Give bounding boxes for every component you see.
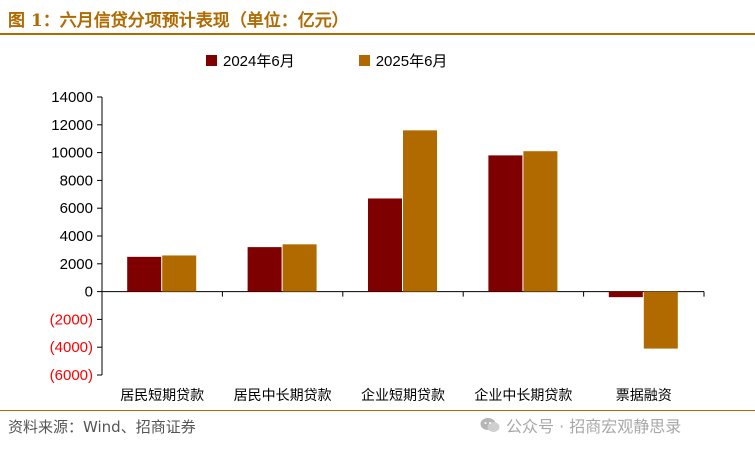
- y-tick-label: (4000): [50, 339, 93, 356]
- watermark: 公众号 · 招商宏观静思录: [480, 413, 681, 437]
- legend: 2024年6月 2025年6月: [206, 50, 447, 71]
- bar-2025: [162, 255, 197, 292]
- y-tick-label: 14000: [51, 89, 93, 106]
- category-label: 居民中长期贷款: [234, 388, 332, 404]
- legend-swatch-2024: [206, 55, 217, 66]
- y-tick-label: 8000: [60, 172, 93, 189]
- y-tick-label: (2000): [50, 311, 93, 328]
- bar-2024: [608, 291, 643, 298]
- category-label: 企业中长期贷款: [474, 387, 572, 404]
- title-divider: [0, 33, 755, 35]
- legend-swatch-2025: [358, 55, 370, 66]
- bar-2025: [523, 151, 558, 292]
- y-tick-label: 10000: [51, 145, 93, 162]
- y-tick-label: 4000: [60, 228, 93, 245]
- legend-item-2025: 2025年6月: [358, 50, 448, 71]
- category-label: 票据融资: [616, 388, 672, 404]
- bar-2024: [488, 155, 523, 292]
- legend-label-2025: 2025年6月: [375, 53, 448, 70]
- y-tick-label: (6000): [50, 367, 93, 384]
- y-tick-label: 12000: [51, 117, 93, 134]
- bar-2024: [368, 198, 402, 292]
- bar-2024: [127, 256, 162, 292]
- legend-item-2024: 2024年6月: [206, 50, 295, 71]
- chart-title: 图 1：六月信贷分项预计表现（单位：亿元）: [8, 11, 349, 31]
- watermark-text: 公众号 · 招商宏观静思录: [506, 417, 682, 436]
- footer-divider: [0, 410, 755, 411]
- y-tick-label: 0: [85, 284, 93, 301]
- wechat-icon: [480, 418, 500, 432]
- bar-2025: [403, 130, 437, 292]
- bar-2025: [643, 291, 678, 349]
- source-note: 资料来源：Wind、招商证券: [8, 418, 196, 436]
- bar-2024: [247, 247, 282, 292]
- y-tick-label: 2000: [60, 256, 93, 273]
- y-tick-label: 6000: [60, 200, 93, 217]
- category-label: 企业短期贷款: [361, 387, 445, 404]
- bar-2025: [282, 244, 317, 292]
- category-label: 居民短期贷款: [120, 388, 204, 404]
- legend-label-2024: 2024年6月: [223, 53, 295, 70]
